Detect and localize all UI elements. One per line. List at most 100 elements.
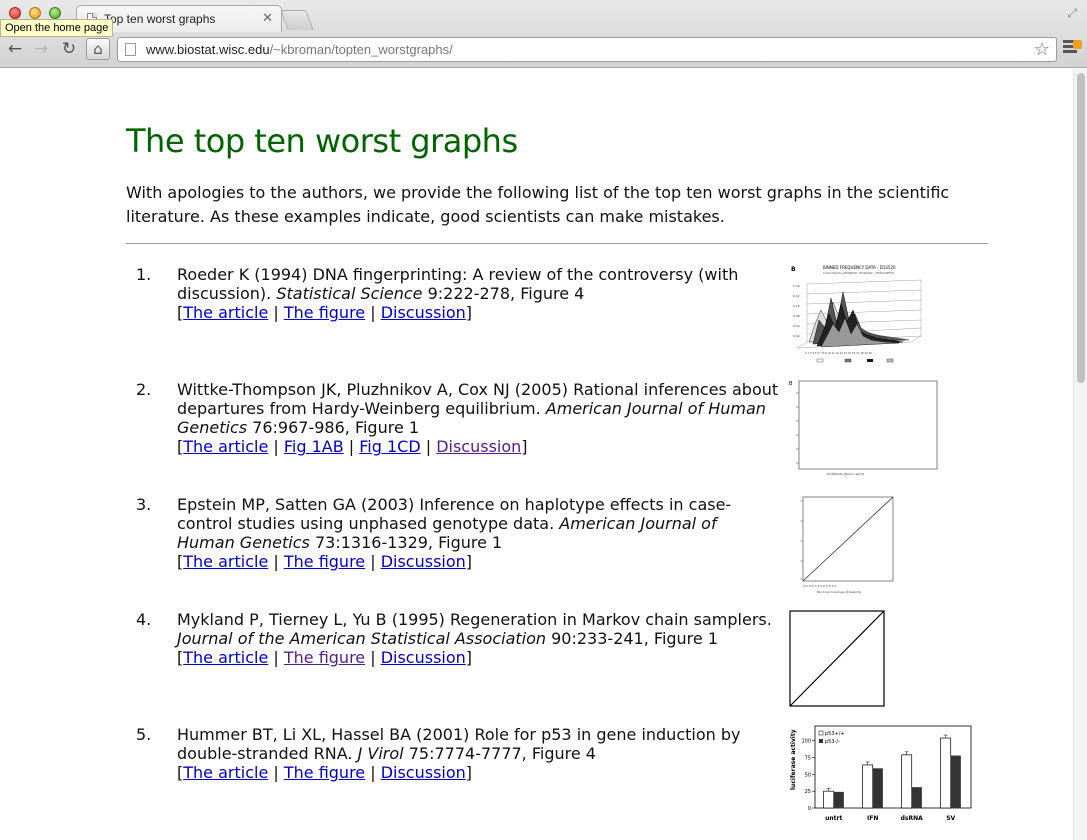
figure-link[interactable]: The figure [283,763,366,782]
figure-thumbnail-5[interactable]: luciferase activity 100 75 50 25 0 p53+/+ p53-/… [787,724,975,828]
discussion-link[interactable]: Discussion [380,303,466,322]
minimize-window-button[interactable] [29,7,41,19]
citation-text: Roeder K (1994) DNA fingerprinting: A re… [177,265,739,303]
figure-thumbnail-1[interactable]: B BINNED FREQUENCY DATA - D1S520 CAUCASI… [787,262,927,368]
browser-chrome: Top ten worst graphs ✕ ⤢ ← → ↻ ⌂ www.bio… [0,0,1087,68]
citation-ref: 90:233-241, Figure 1 [551,629,719,648]
forward-button[interactable]: → [33,39,49,59]
citation-ref: 76:967-986, Figure 1 [252,418,420,437]
figure-thumbnail-2[interactable]: B Probability (fail to reject) [787,377,939,477]
svg-text:0.12: 0.12 [793,294,800,298]
bar-ko [950,755,961,808]
y-tick-label: 75 [805,756,811,762]
citation-text: Wittke-Thompson JK, Pluzhnikov A, Cox NJ… [177,380,779,418]
svg-text:Nominal Coverage Probability: Nominal Coverage Probability [817,590,862,594]
figure-link-1cd[interactable]: Fig 1CD [359,437,421,456]
x-tick-label: SV [946,815,955,822]
vertical-scrollbar[interactable] [1073,69,1087,840]
item-number: 1. [136,265,152,284]
url-text[interactable]: www.biostat.wisc.edu/~kbroman/topten_wor… [146,42,453,57]
tab-title: Top ten worst graphs [104,12,216,26]
page-title: The top ten worst graphs [126,122,518,160]
x-tick-label: dsRNA [901,815,924,822]
address-bar[interactable]: www.biostat.wisc.edu/~kbroman/topten_wor… [117,37,1057,62]
y-tick-label: 50 [805,772,811,778]
bookmark-star-icon[interactable]: ☆ [1033,39,1050,60]
y-axis-label: luciferase activity [790,729,797,790]
back-button[interactable]: ← [7,39,23,59]
svg-text:0.02: 0.02 [793,334,800,338]
citation: Roeder K (1994) DNA fingerprinting: A re… [177,265,739,322]
thumb-panel-label: B [791,266,796,273]
y-tick-label: 0 [808,806,811,812]
bar-ko [911,787,922,808]
citation: Hummer BT, Li XL, Hassel BA (2001) Role … [177,725,741,782]
y-tick-label: 100 [801,739,811,745]
figure-link[interactable]: The figure [283,552,366,571]
bar-wt [940,737,952,809]
citation-ref: 73:1316-1329, Figure 1 [314,533,503,552]
figure-link[interactable]: The figure [283,648,366,667]
bar-ko [833,791,844,808]
svg-text:0.0 0.2 0.4 0.6 0.8 1.0: 0.0 0.2 0.4 0.6 0.8 1.0 [803,584,836,588]
thumb-subtitle: CAUCASIAN, JAPANESE, HISPANIC, VIETNAMES… [823,271,894,275]
article-link[interactable]: The article [183,763,269,782]
discussion-link[interactable]: Discussion [380,648,466,667]
journal-name: American Journal of Human Genetics [177,514,717,552]
url-host: www.biostat.wisc.edu [146,42,270,57]
item-number: 4. [136,610,152,629]
citation-ref: 9:222-278, Figure 4 [427,284,585,303]
horizontal-rule [126,243,988,244]
discussion-link[interactable]: Discussion [436,437,522,456]
home-tooltip: Open the home page [0,19,114,37]
journal-name: J Virol [357,744,404,763]
journal-name: American Journal of Human Genetics [177,399,766,437]
update-badge-icon [1073,40,1082,49]
figure-link-1ab[interactable]: Fig 1AB [283,437,344,456]
close-window-button[interactable] [9,7,21,19]
tab-close-icon[interactable]: ✕ [262,11,273,26]
new-tab-button[interactable] [280,10,314,30]
citation: Wittke-Thompson JK, Pluzhnikov A, Cox NJ… [177,380,779,456]
discussion-link[interactable]: Discussion [380,763,466,782]
article-link[interactable]: The article [183,648,269,667]
citation-ref: 75:7774-7777, Figure 4 [408,744,596,763]
home-button[interactable]: ⌂ [86,38,110,60]
citation-text: Mykland P, Tierney L, Yu B (1995) Regene… [177,610,772,629]
figure-thumbnail-3[interactable]: Nominal Coverage Probability 0.0 0.2 0.4… [787,491,897,599]
svg-text:0.10: 0.10 [793,304,800,308]
figure-link[interactable]: The figure [283,303,366,322]
reload-button[interactable]: ↻ [61,39,77,59]
scrollbar-thumb[interactable] [1077,73,1085,383]
y-tick-label: 25 [805,789,811,795]
article-link[interactable]: The article [183,303,269,322]
svg-text:0.04: 0.04 [793,324,800,328]
thumb-title: BINNED FREQUENCY DATA - D1S520 [823,265,896,270]
url-path: /~kbroman/topten_worstgraphs/ [269,42,453,57]
legend-swatch-ko [819,739,823,743]
browser-menu-button[interactable] [1063,40,1079,58]
x-tick-label: untrt [825,815,842,822]
discussion-link[interactable]: Discussion [380,552,466,571]
bar-ko [872,768,883,808]
item-number: 2. [136,380,152,399]
svg-text:Probability (fail to reject): Probability (fail to reject) [827,472,864,476]
journal-name: Statistical Science [276,284,423,303]
bar-wt [901,754,913,809]
citation-text: Hummer BT, Li XL, Hassel BA (2001) Role … [177,725,741,763]
legend-swatch-wt [818,730,824,736]
article-link[interactable]: The article [183,437,269,456]
article-link[interactable]: The article [183,552,269,571]
legend-label-ko: p53-/- [825,739,840,745]
x-tick-label: IFN [867,815,878,822]
bar-wt [862,764,874,809]
svg-text:0.06: 0.06 [793,314,800,318]
svg-text:1 2 3 4 5 6 7 8 9 10 11 12 13: 1 2 3 4 5 6 7 8 9 10 11 12 13 14 15 16 1… [805,351,872,355]
bar-wt [823,790,835,809]
citation: Mykland P, Tierney L, Yu B (1995) Regene… [177,610,772,667]
figure-thumbnail-4[interactable] [789,610,886,708]
svg-text:0.16: 0.16 [793,284,800,288]
zoom-window-button[interactable] [49,7,61,19]
fullscreen-icon[interactable]: ⤢ [1067,6,1077,20]
legend-label-wt: p53+/+ [825,731,845,737]
